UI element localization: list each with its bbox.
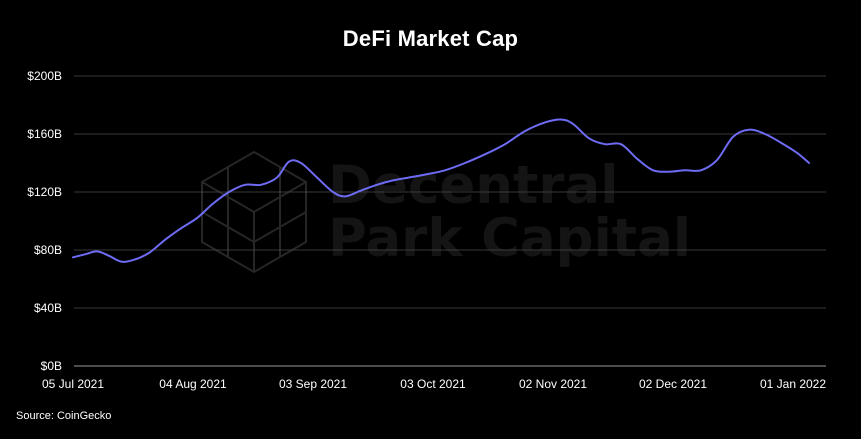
x-tick-label: 04 Aug 2021 xyxy=(159,377,227,391)
x-axis-tick-labels: 05 Jul 2021 04 Aug 2021 03 Sep 2021 03 Oct … xyxy=(42,377,826,391)
y-tick-label: $120B xyxy=(27,185,62,199)
y-tick-label: $80B xyxy=(34,243,62,257)
chart-title: DeFi Market Cap xyxy=(342,26,519,51)
y-tick-label: $200B xyxy=(27,69,62,83)
watermark-cube-icon xyxy=(201,150,307,274)
x-tick-label: 02 Nov 2021 xyxy=(519,377,587,391)
source-note: Source: CoinGecko xyxy=(16,410,112,422)
watermark-text-line1: Decentral xyxy=(328,155,618,216)
gridlines xyxy=(74,75,826,367)
y-axis-tick-labels: $0B $40B $80B $120B $160B $200B xyxy=(27,69,62,373)
x-tick-label: 02 Dec 2021 xyxy=(639,377,707,391)
watermark-logo: Decentral Park Capital xyxy=(201,150,691,274)
y-tick-label: $0B xyxy=(41,359,62,373)
watermark-text-line2: Park Capital xyxy=(328,208,691,269)
series-group xyxy=(72,118,810,263)
x-tick-label: 03 Oct 2021 xyxy=(400,377,466,391)
x-tick-label: 05 Jul 2021 xyxy=(42,377,104,391)
y-tick-label: $40B xyxy=(34,301,62,315)
series-line-defi-market-cap xyxy=(72,118,810,263)
y-tick-label: $160B xyxy=(27,127,62,141)
x-tick-label: 01 Jan 2022 xyxy=(760,377,826,391)
x-tick-label: 03 Sep 2021 xyxy=(279,377,347,391)
